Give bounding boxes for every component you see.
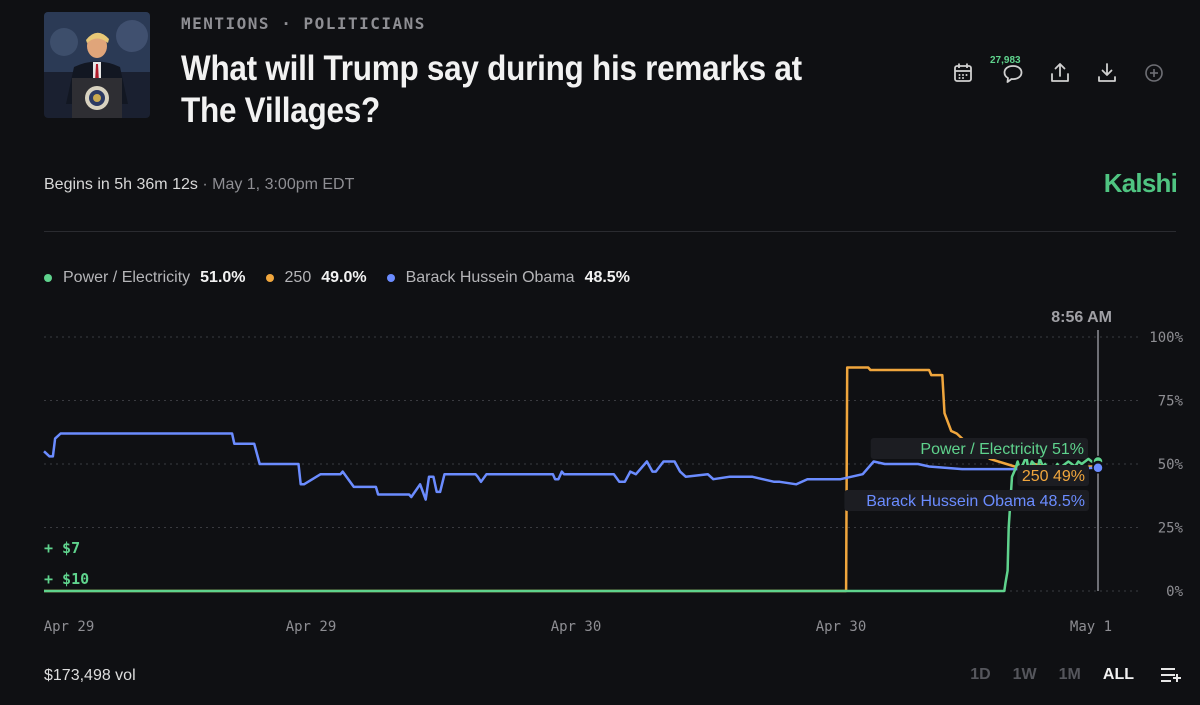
filter-icon: [1161, 668, 1181, 682]
hover-time: 8:56 AM: [1051, 309, 1112, 326]
series-end-label-bg: [844, 490, 1089, 511]
share-button[interactable]: [1047, 60, 1077, 90]
trade-annotation: + $10: [44, 570, 89, 588]
brand-logo[interactable]: Kalshi: [1103, 168, 1178, 198]
range-1m[interactable]: 1M: [1058, 666, 1081, 683]
series-line: [44, 455, 1095, 593]
breadcrumb-politicians[interactable]: POLITICIANS: [303, 14, 426, 33]
series-end-label: 250 49%: [1022, 468, 1085, 485]
series-line: [44, 366, 1095, 593]
page-title: What will Trump say during his remarks a…: [181, 49, 802, 130]
legend-item-250[interactable]: 250 49.0%: [265, 269, 367, 287]
legend-value-250: 49.0%: [321, 269, 367, 286]
calendar-icon: [954, 63, 972, 82]
share-icon: [1051, 63, 1069, 82]
legend-value-power: 51.0%: [200, 269, 246, 286]
trade-annotation: + $7: [44, 539, 80, 557]
event-thumbnail: [44, 12, 150, 118]
range-1w[interactable]: 1W: [1012, 666, 1037, 683]
download-button[interactable]: [1094, 60, 1124, 90]
add-icon: [1145, 64, 1163, 82]
x-tick-label: Apr 30: [551, 619, 602, 635]
event-date: May 1, 3:00pm EDT: [212, 176, 355, 193]
event-date-separator: ·: [202, 176, 213, 193]
filter-button[interactable]: [1160, 666, 1182, 684]
legend-label-250: 250: [284, 269, 312, 286]
y-tick-label: 0%: [1166, 584, 1183, 600]
y-tick-label: 100%: [1149, 330, 1183, 346]
y-tick-label: 50%: [1158, 457, 1184, 473]
legend-dot-obama: [386, 274, 395, 282]
comment-icon: [1003, 65, 1023, 83]
chart-legend: Power / Electricity 51.0% 250 49.0% Bara…: [44, 269, 650, 287]
x-tick-label: Apr 29: [44, 619, 95, 635]
legend-dot-power: [44, 274, 52, 282]
comments-button[interactable]: [1000, 60, 1030, 90]
series-end-label-bg: [870, 438, 1088, 459]
add-button[interactable]: [1141, 60, 1171, 90]
series-end-label-bg: [1017, 465, 1089, 486]
time-range-selector: 1D 1W 1M ALL: [948, 666, 1182, 684]
legend-dot-250: [265, 274, 274, 282]
x-tick-label: May 1: [1070, 619, 1112, 635]
series-end-label: Barack Hussein Obama 48.5%: [866, 493, 1085, 510]
price-chart[interactable]: 100% 75% 50% 25% 0% Apr 29 Apr 29 Apr 30 Apr 30 M…: [0, 300, 1200, 645]
breadcrumb: MENTIONS · POLITICIANS: [181, 14, 426, 33]
divider: [44, 231, 1176, 232]
calendar-button[interactable]: [950, 60, 980, 90]
y-tick-label: 75%: [1158, 394, 1184, 410]
action-toolbar: [950, 60, 1170, 94]
y-tick-label: 25%: [1158, 521, 1184, 537]
breadcrumb-mentions[interactable]: MENTIONS: [181, 14, 271, 33]
legend-label-obama: Barack Hussein Obama: [405, 269, 575, 286]
range-all[interactable]: ALL: [1102, 666, 1134, 683]
range-1d[interactable]: 1D: [970, 666, 991, 683]
legend-label-power: Power / Electricity: [63, 269, 191, 286]
breadcrumb-separator: ·: [281, 14, 304, 33]
x-tick-label: Apr 29: [286, 619, 337, 635]
x-tick-label: Apr 30: [816, 619, 867, 635]
legend-item-power[interactable]: Power / Electricity 51.0%: [44, 269, 246, 287]
legend-item-obama[interactable]: Barack Hussein Obama 48.5%: [386, 269, 630, 287]
volume: $173,498 vol: [44, 667, 136, 684]
legend-value-obama: 48.5%: [584, 269, 630, 286]
event-time: Begins in 5h 36m 12s · May 1, 3:00pm EDT: [44, 176, 354, 194]
series-line: [43, 432, 1096, 501]
countdown: Begins in 5h 36m 12s: [44, 176, 198, 193]
series-end-label: Power / Electricity 51%: [920, 441, 1084, 458]
download-icon: [1098, 63, 1116, 82]
comment-count: 27,983: [990, 55, 1021, 66]
series-end-dot: [1092, 462, 1104, 474]
